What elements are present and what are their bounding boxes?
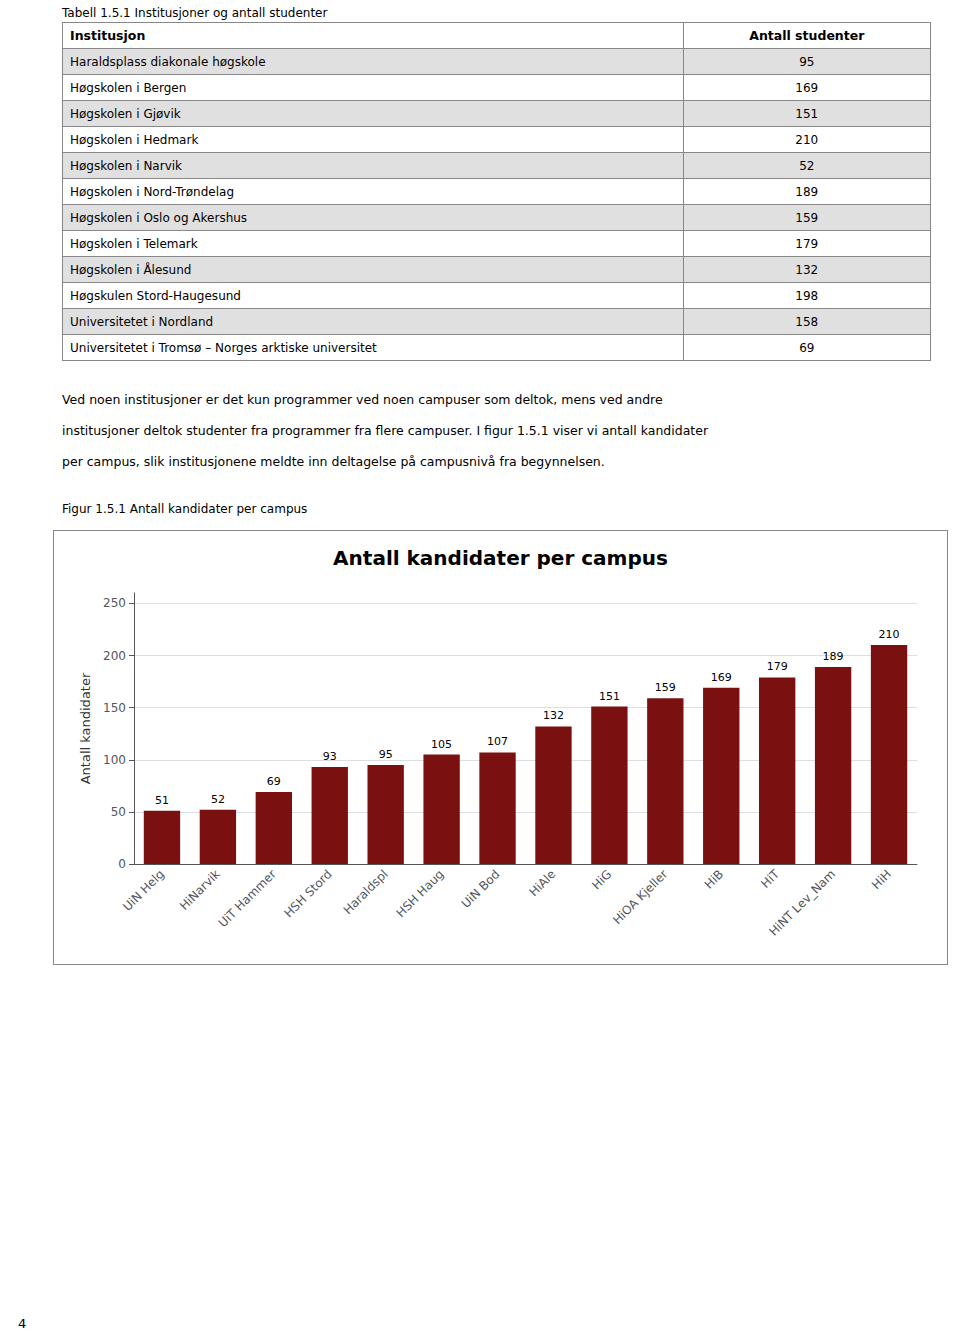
html-text:Antall studenter: Antall studenter <box>749 28 865 43</box>
svg-text:HiOA Kjeller: HiOA Kjeller <box>610 867 670 927</box>
svg-text:93: 93 <box>323 750 337 763</box>
svg-text:105: 105 <box>431 738 452 751</box>
html-text:Høgskolen i Oslo og Akershus: Høgskolen i Oslo og Akershus <box>70 210 248 225</box>
html-text:Høgskolen i Hedmark: Høgskolen i Hedmark <box>70 132 199 147</box>
html-text:210: 210 <box>795 132 819 147</box>
html-text:Haraldsplass diakonale høgskol: Haraldsplass diakonale høgskole <box>70 54 266 69</box>
html-text:159: 159 <box>795 210 819 225</box>
svg-text:HiNT Lev_Nam: HiNT Lev_Nam <box>766 867 838 939</box>
html-text:Høgskulen Stord-Haugesund: Høgskulen Stord-Haugesund <box>70 288 241 303</box>
html-text:Universitetet i Tromsø – Norge: Universitetet i Tromsø – Norges arktiske… <box>70 340 377 355</box>
svg-text:HSH Haug: HSH Haug <box>394 867 447 920</box>
svg-text:Antall kandidater per campus: Antall kandidater per campus <box>333 546 668 570</box>
html-text:Tabell 1.5.1 Institusjoner og: Tabell 1.5.1 Institusjoner og antall stu… <box>62 6 328 20</box>
html-text:Institusjon: Institusjon <box>70 28 146 43</box>
svg-text:UiN Bod: UiN Bod <box>459 867 503 911</box>
svg-text:150: 150 <box>103 701 126 715</box>
svg-text:50: 50 <box>111 805 126 819</box>
html-text:132: 132 <box>795 262 819 277</box>
html-text:Figur 1.5.1 Antall kandidater: Figur 1.5.1 Antall kandidater per campus <box>62 502 308 516</box>
svg-text:HiH: HiH <box>869 867 894 892</box>
svg-text:51: 51 <box>155 794 169 807</box>
svg-text:100: 100 <box>103 753 126 767</box>
svg-text:107: 107 <box>487 735 508 748</box>
html-text:institusjoner deltok studenter: institusjoner deltok studenter fra progr… <box>62 423 709 438</box>
svg-text:52: 52 <box>211 793 225 806</box>
html-text:169: 169 <box>795 80 819 95</box>
svg-text:Antall kandidater: Antall kandidater <box>78 672 93 784</box>
svg-text:69: 69 <box>267 775 281 788</box>
svg-text:189: 189 <box>823 650 844 663</box>
html-text:Høgskolen i Gjøvik: Høgskolen i Gjøvik <box>70 106 181 121</box>
svg-text:HiT: HiT <box>758 867 782 891</box>
svg-text:210: 210 <box>879 628 900 641</box>
svg-text:159: 159 <box>655 681 676 694</box>
svg-text:132: 132 <box>543 709 564 722</box>
html-text:Ved noen institusjoner er det: Ved noen institusjoner er det kun progra… <box>62 392 663 407</box>
html-text:Høgskolen i Nord-Trøndelag: Høgskolen i Nord-Trøndelag <box>70 184 234 199</box>
svg-text:Haraldspl: Haraldspl <box>341 867 391 917</box>
html-text:Universitetet i Nordland: Universitetet i Nordland <box>70 314 214 329</box>
svg-text:250: 250 <box>103 596 126 610</box>
html-text:4: 4 <box>18 1316 27 1331</box>
svg-text:200: 200 <box>103 649 126 663</box>
svg-text:169: 169 <box>711 671 732 684</box>
html-text:69: 69 <box>799 340 815 355</box>
html-text:52: 52 <box>799 158 815 173</box>
html-text:151: 151 <box>795 106 819 121</box>
svg-text:HiG: HiG <box>589 867 614 892</box>
html-text:Høgskolen i Narvik: Høgskolen i Narvik <box>70 158 182 173</box>
svg-text:HSH Stord: HSH Stord <box>281 867 334 920</box>
html-text:per campus, slik institusjonen: per campus, slik institusjonene meldte i… <box>62 454 605 469</box>
svg-text:HiNarvik: HiNarvik <box>177 867 223 913</box>
html-text:189: 189 <box>795 184 819 199</box>
svg-text:UiT Hammer: UiT Hammer <box>216 867 279 930</box>
svg-text:95: 95 <box>379 748 393 761</box>
svg-text:HiAle: HiAle <box>526 867 558 899</box>
html-text:Høgskolen i Bergen: Høgskolen i Bergen <box>70 80 187 95</box>
html-text:198: 198 <box>795 288 819 303</box>
svg-text:HiB: HiB <box>702 867 726 891</box>
svg-text:179: 179 <box>767 660 788 673</box>
html-text:158: 158 <box>795 314 819 329</box>
html-text:Høgskolen i Telemark: Høgskolen i Telemark <box>70 236 198 251</box>
html-text:Høgskolen i Ålesund: Høgskolen i Ålesund <box>70 262 192 277</box>
svg-text:UiN Helg: UiN Helg <box>120 867 167 914</box>
svg-text:151: 151 <box>599 690 620 703</box>
html-text:95: 95 <box>799 54 815 69</box>
html-text:179: 179 <box>795 236 819 251</box>
svg-text:0: 0 <box>118 857 126 871</box>
